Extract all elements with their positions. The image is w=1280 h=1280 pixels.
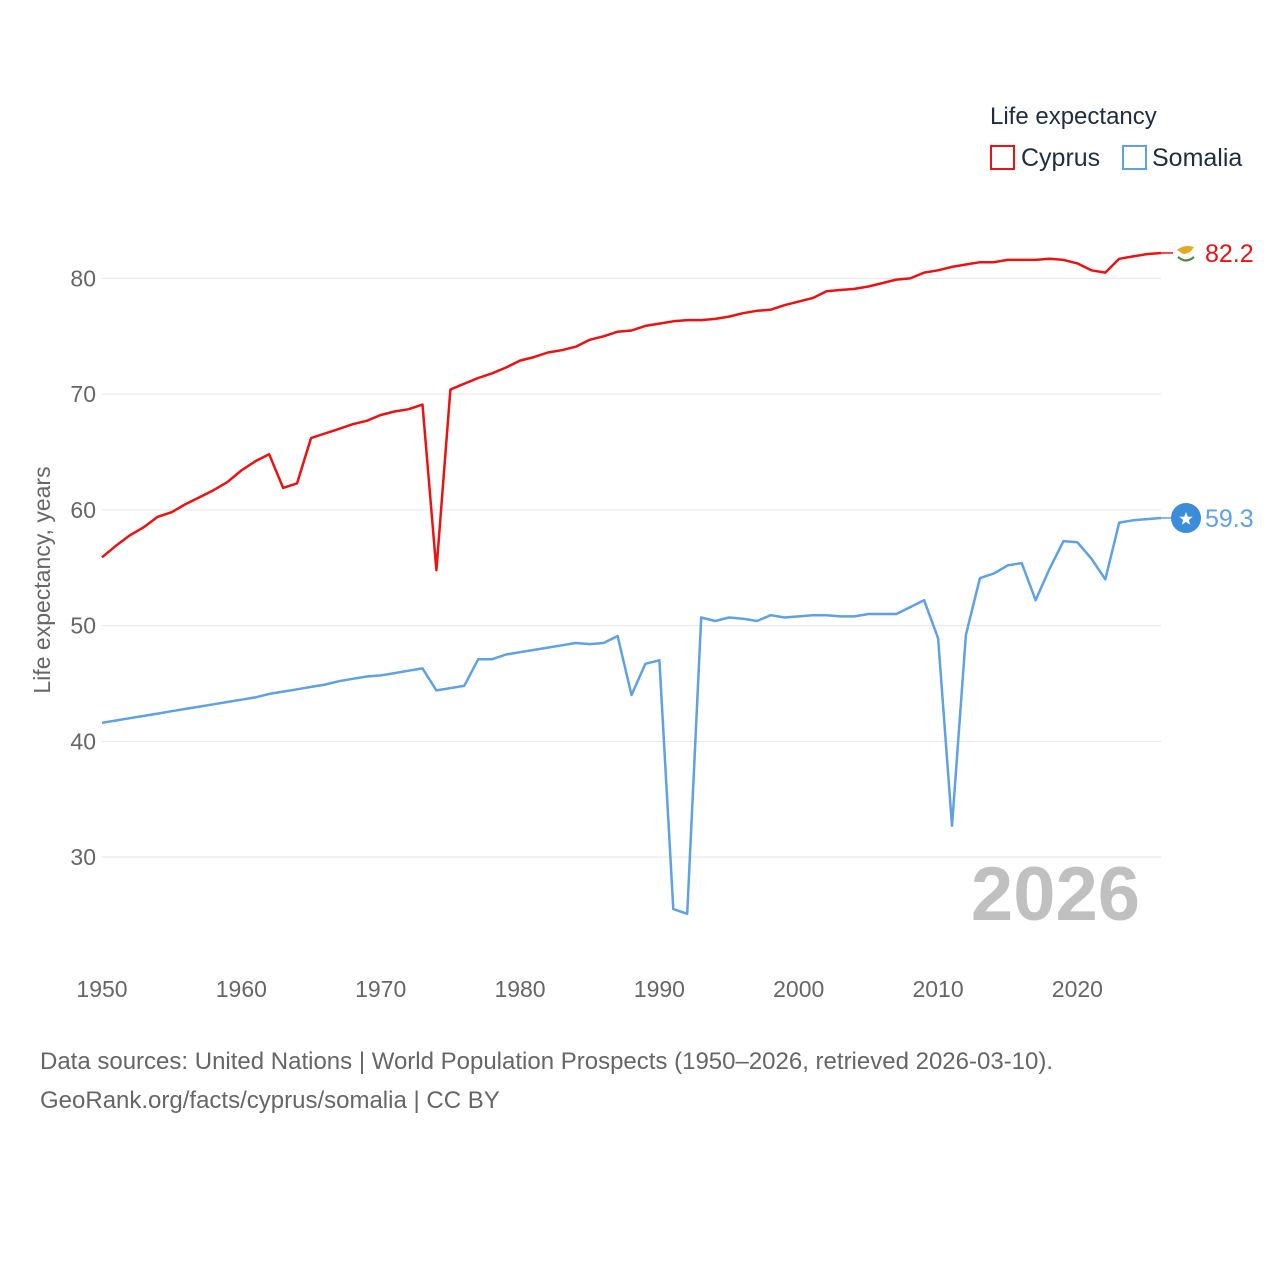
series-lines bbox=[101, 251, 1162, 916]
x-tick-label: 1980 bbox=[494, 976, 545, 1002]
attribution-line[interactable]: GeoRank.org/facts/cyprus/somalia | CC BY bbox=[40, 1087, 500, 1114]
somalia-star bbox=[1179, 512, 1193, 525]
y-tick-label: 40 bbox=[70, 728, 96, 754]
grid bbox=[102, 277, 1161, 858]
olive-branches bbox=[1177, 256, 1195, 262]
y-tick-label: 60 bbox=[70, 497, 96, 523]
legend-swatch-somalia bbox=[1122, 145, 1147, 170]
legend-item-cyprus[interactable]: Cyprus bbox=[990, 144, 1100, 172]
somalia-flag-icon bbox=[1171, 502, 1201, 533]
line-chart: 30 40 50 60 70 80 1950 1960 1970 1980 1990 2000 201… bbox=[29, 103, 1254, 1002]
x-tick-label: 1990 bbox=[634, 976, 685, 1002]
y-tick-label: 80 bbox=[70, 265, 96, 291]
legend-label-somalia: Somalia bbox=[1152, 144, 1242, 172]
cyprus-flag-icon bbox=[1173, 239, 1199, 266]
y-tick-label: 30 bbox=[70, 844, 96, 870]
series-line-somalia[interactable] bbox=[101, 516, 1162, 916]
end-value-somalia: 59.3 bbox=[1205, 505, 1254, 533]
x-tick-label: 2010 bbox=[912, 976, 963, 1002]
y-axis: 30 40 50 60 70 80 bbox=[70, 265, 96, 870]
legend-label-cyprus: Cyprus bbox=[1021, 144, 1100, 172]
y-tick-label: 70 bbox=[70, 381, 96, 407]
x-tick-label: 1970 bbox=[355, 976, 406, 1002]
end-labels: 82.2 59.3 bbox=[1161, 239, 1254, 533]
x-axis: 1950 1960 1970 1980 1990 2000 2010 2020 bbox=[76, 976, 1103, 1002]
source-line: Data sources: United Nations | World Pop… bbox=[40, 1048, 1054, 1075]
legend-title: Life expectancy bbox=[990, 103, 1157, 130]
x-tick-label: 2000 bbox=[773, 976, 824, 1002]
series-line-cyprus[interactable] bbox=[101, 251, 1162, 572]
legend-swatch-cyprus bbox=[990, 145, 1015, 170]
x-tick-label: 2020 bbox=[1052, 976, 1103, 1002]
end-value-cyprus: 82.2 bbox=[1205, 240, 1254, 268]
y-tick-label: 50 bbox=[70, 613, 96, 639]
cyprus-island-shape bbox=[1177, 245, 1194, 254]
data-source-note: Data sources: United Nations | World Pop… bbox=[40, 1042, 1240, 1120]
legend-item-somalia[interactable]: Somalia bbox=[1122, 144, 1242, 172]
legend[interactable]: Life expectancy Cyprus Somalia bbox=[990, 103, 1242, 172]
x-tick-label: 1950 bbox=[76, 976, 127, 1002]
y-axis-label: Life expectancy, years bbox=[29, 466, 55, 693]
x-tick-label: 1960 bbox=[216, 976, 267, 1002]
year-stamp: 2026 bbox=[971, 852, 1140, 937]
